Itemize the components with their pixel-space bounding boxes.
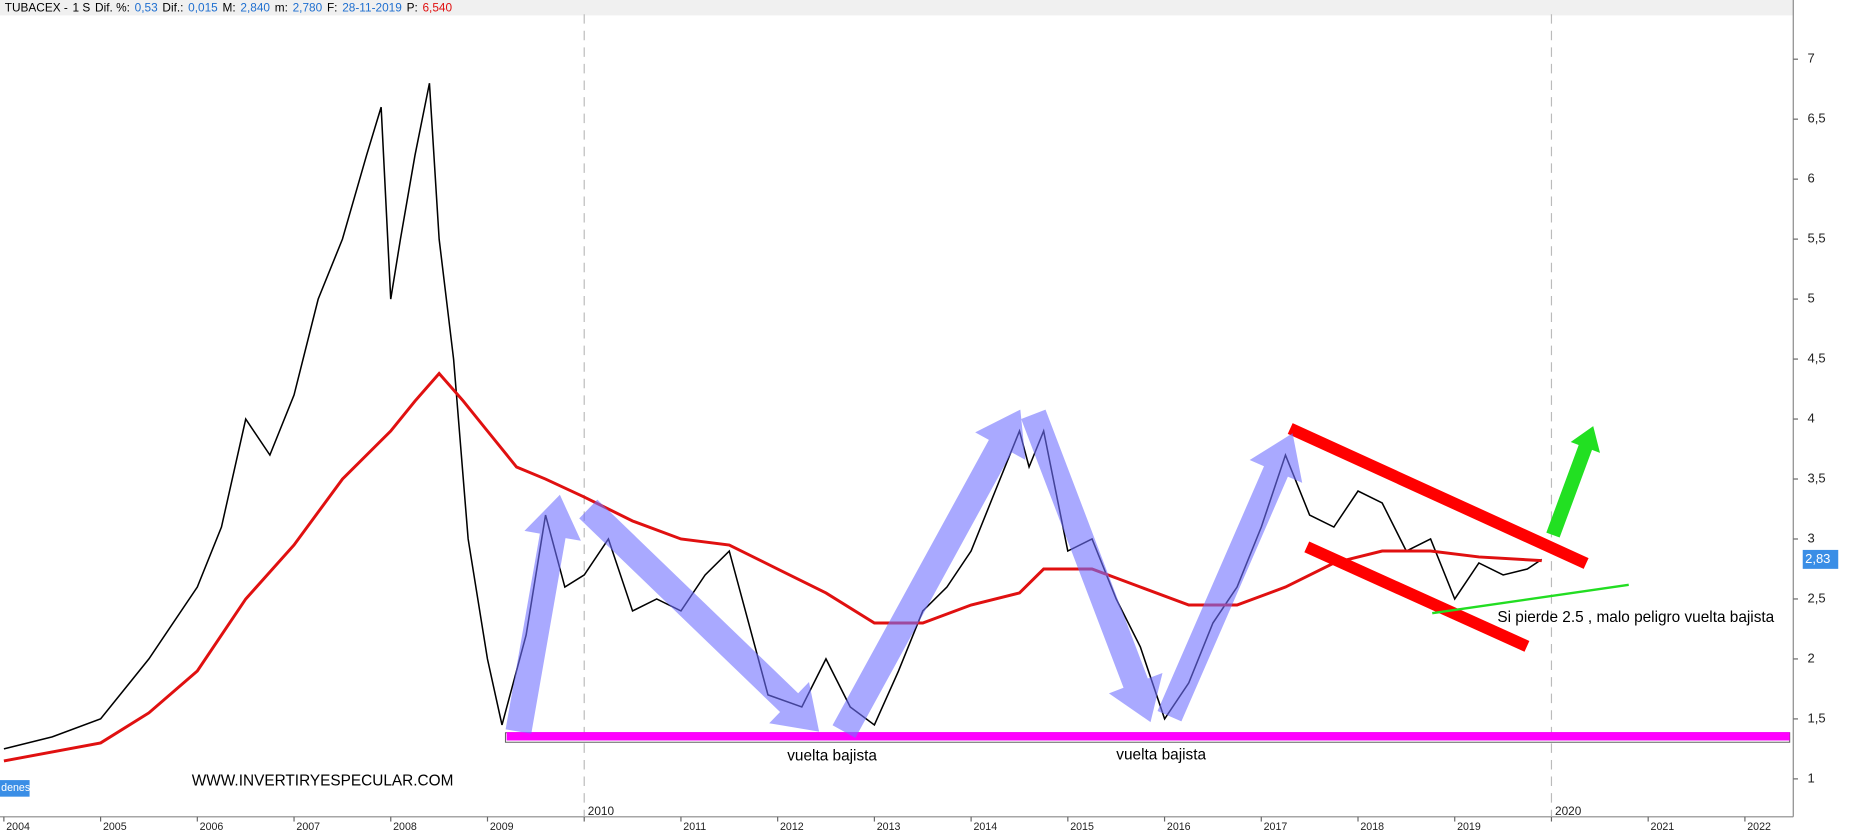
x-tick-label: 2006 bbox=[200, 821, 224, 831]
x-tick-label: 2022 bbox=[1747, 821, 1771, 831]
channel-top bbox=[1287, 423, 1589, 569]
header-text: 2,840 bbox=[240, 0, 270, 14]
y-tick-label: 4 bbox=[1807, 410, 1814, 425]
x-tick-label: 2021 bbox=[1651, 821, 1675, 831]
header-text: Dif.: bbox=[162, 0, 183, 14]
y-tick-label: 4,5 bbox=[1807, 351, 1825, 366]
channel-bottom bbox=[1304, 541, 1530, 652]
y-tick-label: 3 bbox=[1807, 530, 1814, 545]
tab[interactable] bbox=[0, 780, 30, 797]
y-tick-label: 1 bbox=[1807, 770, 1814, 785]
y-tick-label: 3,5 bbox=[1807, 470, 1825, 485]
header-text: 28-11-2019 bbox=[342, 0, 402, 14]
labels: vuelta bajista vuelta bajista Si pierde … bbox=[0, 609, 1775, 797]
tab-label[interactable]: denes bbox=[1, 782, 30, 794]
x-tick-label: 2015 bbox=[1070, 821, 1094, 831]
last-price-label: 2,83 bbox=[1805, 551, 1830, 566]
x-tick-label: 2019 bbox=[1457, 821, 1481, 831]
last-price-box bbox=[1802, 549, 1839, 569]
header-text: P: bbox=[407, 0, 418, 14]
y-tick-label: 7 bbox=[1807, 51, 1814, 66]
header-text: 1 S bbox=[73, 0, 91, 14]
support-trendline bbox=[1432, 583, 1629, 615]
x-tick-label: 2018 bbox=[1360, 821, 1384, 831]
header-text: 0,015 bbox=[188, 0, 218, 14]
grid: 1 1,5 2 2,5 3 3,5 4 4,5 5 5,5 6 6,5 7 2004 2005 2006 200… bbox=[3, 14, 1826, 831]
arrow bbox=[1021, 409, 1163, 723]
y-tick-label: 1,5 bbox=[1807, 710, 1825, 725]
watermark: WWW.INVERTIRYESPECULAR.COM bbox=[192, 772, 454, 789]
arrow bbox=[579, 499, 820, 732]
x-tick-label: 2010 bbox=[588, 804, 615, 818]
y-tick-label: 6,5 bbox=[1807, 111, 1825, 126]
y-tick-label: 5,5 bbox=[1807, 231, 1825, 246]
annotation: vuelta bajista bbox=[787, 747, 877, 764]
header-text: m: bbox=[275, 0, 288, 14]
header-text: TUBACEX - bbox=[5, 0, 68, 14]
arrow bbox=[832, 409, 1026, 738]
y-tick-label: 2 bbox=[1807, 650, 1814, 665]
x-tick-label: 2008 bbox=[393, 821, 417, 831]
drawings bbox=[504, 409, 1791, 743]
header-text: F: bbox=[327, 0, 338, 14]
x-tick-label: 2012 bbox=[780, 821, 804, 831]
x-tick-label: 2004 bbox=[6, 821, 30, 831]
x-tick-label: 2005 bbox=[103, 821, 127, 831]
header: TUBACEX - 1 S Dif. %: 0,53 Dif.: 0,015 M: 2,840… bbox=[5, 0, 453, 14]
header-text: M: bbox=[223, 0, 236, 14]
arrow bbox=[1157, 433, 1303, 722]
annotation: vuelta bajista bbox=[1116, 746, 1206, 763]
y-tick-label: 6 bbox=[1807, 171, 1814, 186]
header-text: 2,780 bbox=[293, 0, 323, 14]
x-tick-label: 2014 bbox=[973, 821, 997, 831]
y-tick-label: 2,5 bbox=[1807, 590, 1825, 605]
header-bar bbox=[0, 0, 1794, 16]
header-text: 6,540 bbox=[422, 0, 452, 14]
x-tick-label: 2017 bbox=[1264, 821, 1288, 831]
arrow bbox=[1546, 426, 1601, 538]
x-tick-label: 2013 bbox=[877, 821, 901, 831]
x-tick-label: 2009 bbox=[490, 821, 514, 831]
moving-average bbox=[3, 371, 1542, 763]
header-text: Dif. %: bbox=[95, 0, 130, 14]
annotation: Si pierde 2.5 , malo peligro vuelta baji… bbox=[1497, 609, 1774, 626]
x-tick-label: 2011 bbox=[683, 821, 706, 831]
header-text: 0,53 bbox=[135, 0, 158, 14]
x-tick-label: 2016 bbox=[1167, 821, 1191, 831]
y-tick-label: 5 bbox=[1807, 291, 1814, 306]
x-tick-label: 2020 bbox=[1555, 804, 1582, 818]
arrow bbox=[505, 494, 581, 734]
x-tick-label: 2007 bbox=[296, 821, 320, 831]
